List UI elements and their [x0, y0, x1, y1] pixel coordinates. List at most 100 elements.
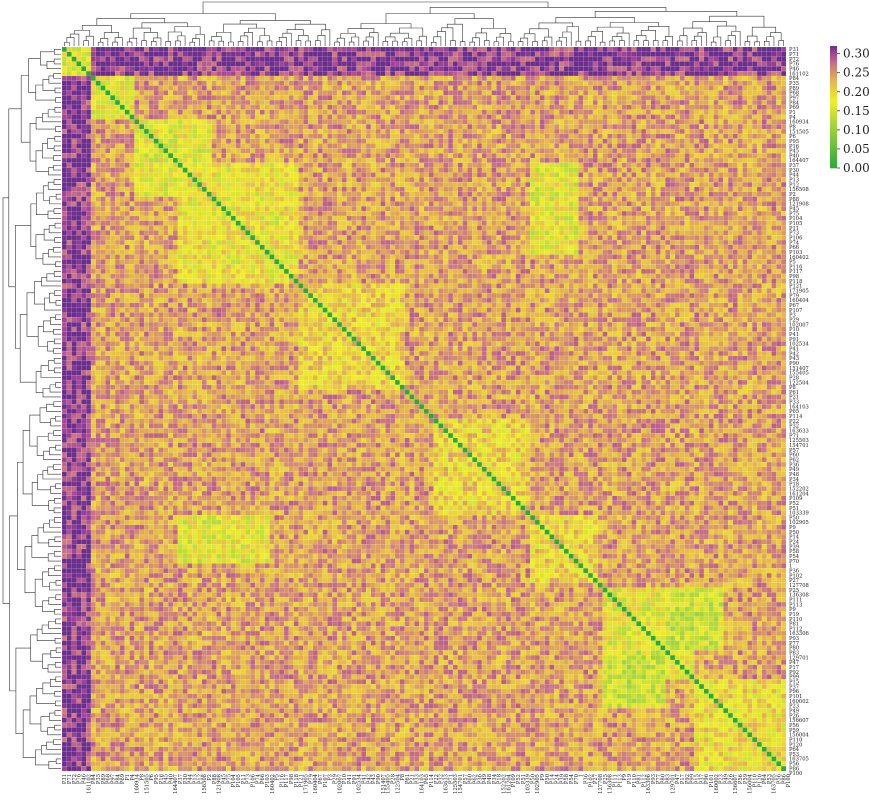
heatmap-cell	[689, 52, 694, 57]
heatmap-cell	[414, 57, 419, 62]
heatmap-cell	[578, 124, 583, 129]
heatmap-cell	[187, 129, 192, 134]
heatmap-cell	[723, 90, 728, 95]
heatmap-cell	[332, 52, 337, 57]
heatmap-cell	[308, 90, 313, 95]
heatmap-cell	[255, 115, 260, 120]
heatmap-cell	[458, 71, 463, 76]
heatmap-cell	[646, 134, 651, 139]
heatmap-cell	[434, 57, 439, 62]
heatmap-cell	[646, 90, 651, 95]
heatmap-cell	[535, 47, 540, 52]
dendrogram-branch	[168, 32, 181, 41]
heatmap-cell	[76, 110, 81, 115]
heatmap-cell	[588, 148, 593, 153]
heatmap-cell	[400, 66, 405, 71]
heatmap-cell	[467, 163, 472, 168]
heatmap-cell	[675, 86, 680, 91]
heatmap-cell	[337, 163, 342, 168]
heatmap-cell	[105, 134, 110, 139]
heatmap-cell	[559, 95, 564, 100]
heatmap-cell	[356, 129, 361, 134]
heatmap-cell	[646, 81, 651, 86]
heatmap-cell	[675, 139, 680, 144]
heatmap-cell	[390, 95, 395, 100]
heatmap-cell	[149, 66, 154, 71]
heatmap-cell	[762, 76, 767, 81]
heatmap-cell	[438, 148, 443, 153]
heatmap-cell	[130, 110, 135, 115]
heatmap-cell	[665, 110, 670, 115]
heatmap-cell	[231, 52, 236, 57]
heatmap-cell	[607, 124, 612, 129]
heatmap-cell	[130, 163, 135, 168]
heatmap-cell	[689, 100, 694, 105]
heatmap-cell	[125, 158, 130, 163]
heatmap-cell	[168, 134, 173, 139]
heatmap-cell	[661, 71, 666, 76]
heatmap-cell	[656, 134, 661, 139]
heatmap-cell	[221, 95, 226, 100]
heatmap-cell	[260, 119, 265, 124]
heatmap-cell	[178, 100, 183, 105]
heatmap-cell	[728, 153, 733, 158]
heatmap-cell	[250, 47, 255, 52]
heatmap-cell	[564, 144, 569, 149]
heatmap-cell	[661, 57, 666, 62]
heatmap-cell	[467, 153, 472, 158]
heatmap-cell	[607, 115, 612, 120]
heatmap-cell	[627, 76, 632, 81]
heatmap-cell	[622, 66, 627, 71]
heatmap-cell	[482, 148, 487, 153]
dendrogram-branch	[341, 33, 355, 38]
heatmap-cell	[62, 158, 67, 163]
heatmap-cell	[675, 100, 680, 105]
heatmap-cell	[438, 115, 443, 120]
dendrogram-branch	[484, 40, 489, 46]
heatmap-cell	[62, 119, 67, 124]
heatmap-cell	[525, 76, 530, 81]
heatmap-cell	[685, 66, 690, 71]
heatmap-cell	[622, 47, 627, 52]
heatmap-cell	[549, 90, 554, 95]
heatmap-cell	[395, 95, 400, 100]
heatmap-cell	[130, 139, 135, 144]
heatmap-cell	[617, 139, 622, 144]
heatmap-cell	[463, 71, 468, 76]
heatmap-cell	[535, 163, 540, 168]
heatmap-cell	[356, 100, 361, 105]
heatmap-cell	[337, 168, 342, 173]
heatmap-cell	[501, 52, 506, 57]
heatmap-cell	[163, 124, 168, 129]
heatmap-cell	[327, 52, 332, 57]
dendrogram-branch	[84, 41, 89, 46]
heatmap-cell	[405, 129, 410, 134]
heatmap-cell	[429, 119, 434, 124]
heatmap-cell	[265, 61, 270, 66]
heatmap-cell	[685, 52, 690, 57]
heatmap-cell	[738, 134, 743, 139]
heatmap-cell	[569, 86, 574, 91]
dendrogram-branch	[54, 358, 61, 363]
heatmap-cell	[564, 124, 569, 129]
heatmap-cell	[781, 115, 786, 120]
heatmap-cell	[680, 66, 685, 71]
dendrogram-branch	[653, 41, 658, 46]
heatmap-cell	[144, 100, 149, 105]
heatmap-cell	[554, 61, 559, 66]
heatmap-cell	[636, 100, 641, 105]
heatmap-cell	[72, 86, 77, 91]
heatmap-cell	[168, 90, 173, 95]
heatmap-cell	[767, 124, 772, 129]
heatmap-cell	[617, 124, 622, 129]
heatmap-cell	[318, 158, 323, 163]
heatmap-cell	[207, 115, 212, 120]
heatmap-cell	[419, 119, 424, 124]
heatmap-cell	[323, 47, 328, 52]
heatmap-cell	[482, 124, 487, 129]
heatmap-cell	[134, 61, 139, 66]
heatmap-cell	[91, 139, 96, 144]
heatmap-cell	[327, 47, 332, 52]
heatmap-cell	[588, 52, 593, 57]
heatmap-cell	[632, 66, 637, 71]
